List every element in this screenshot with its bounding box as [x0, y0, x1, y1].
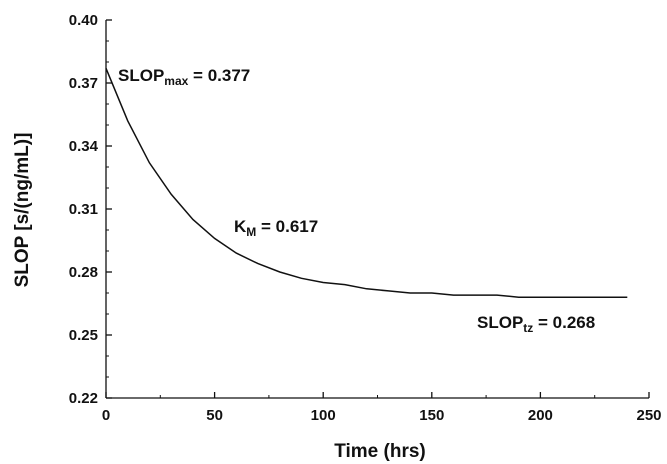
x-axis-title: Time (hrs): [334, 441, 426, 462]
slop-max-annotation: SLOPmax = 0.377: [118, 66, 250, 88]
ticks: 0 50 100 150 200 250 0.22 0.25 0.28 0.31 0.34 0.37 0…: [69, 12, 662, 424]
x-tick-label: 200: [528, 407, 553, 424]
x-tick-label: 50: [206, 407, 223, 424]
km-annotation: KM = 0.617: [234, 217, 318, 239]
y-tick-label: 0.40: [69, 12, 98, 29]
y-tick-label: 0.28: [69, 264, 98, 281]
x-tick-label: 0: [102, 407, 110, 424]
y-tick-label: 0.31: [69, 201, 98, 218]
x-tick-label: 150: [419, 407, 444, 424]
y-tick-label: 0.37: [69, 75, 98, 92]
x-tick-label: 100: [311, 407, 336, 424]
y-tick-label: 0.25: [69, 327, 98, 344]
y-tick-label: 0.34: [69, 138, 99, 155]
y-axis-title: SLOP [s/(ng/mL)]: [12, 133, 33, 288]
slop-curve: [105, 68, 628, 298]
x-tick-label: 250: [636, 407, 661, 424]
y-tick-label: 0.22: [69, 390, 98, 407]
slop-tz-annotation: SLOPtz = 0.268: [477, 313, 595, 335]
